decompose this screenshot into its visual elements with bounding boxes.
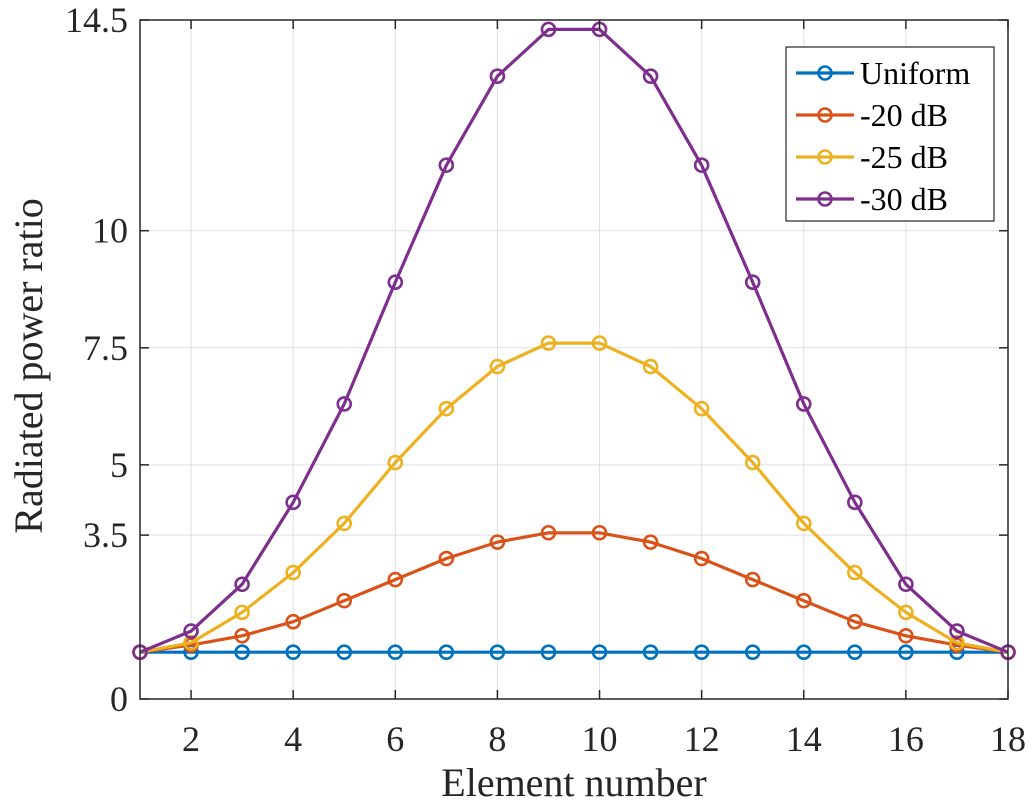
x-tick-label: 8 [488, 719, 506, 759]
data-point [693, 400, 710, 417]
series-line [139, 27, 1009, 654]
data-point [438, 157, 455, 173]
y-tick-label: 14.5 [65, 0, 128, 40]
data-point [489, 68, 506, 84]
data-point [795, 515, 812, 532]
data-point [183, 623, 199, 639]
data-point [642, 644, 659, 660]
legend-label: -30 dB [860, 181, 948, 217]
tick-marks [140, 19, 1009, 700]
x-tick-label: 14 [786, 719, 822, 759]
data-point [795, 644, 812, 660]
data-point [591, 335, 608, 351]
data-point [847, 564, 863, 581]
data-point [387, 274, 404, 291]
legend-marker [817, 191, 833, 207]
data-point [234, 604, 250, 621]
data-point [540, 335, 557, 351]
series-0 [132, 644, 1016, 660]
data-point [285, 564, 301, 581]
data-point [234, 576, 250, 593]
legend-label: -25 dB [860, 139, 948, 175]
x-tick-label: 18 [990, 719, 1026, 759]
data-point [795, 396, 812, 412]
data-point [489, 534, 506, 550]
data-point [438, 644, 455, 660]
data-point [898, 644, 914, 660]
data-point [336, 396, 353, 412]
data-point [540, 644, 557, 660]
y-tick-label: 5 [110, 445, 128, 485]
data-point [744, 644, 761, 660]
data-point [285, 613, 301, 630]
data-point [847, 613, 863, 630]
data-point [847, 494, 863, 511]
data-point [438, 400, 455, 417]
plot-frame [139, 19, 1009, 700]
data-point [336, 592, 353, 609]
x-tick-label: 6 [386, 719, 404, 759]
data-point [693, 157, 710, 173]
data-point [898, 604, 914, 621]
data-point [744, 274, 761, 291]
data-point [847, 644, 863, 660]
data-point [744, 454, 761, 471]
legend-marker [817, 107, 833, 123]
x-tick-label: 16 [888, 719, 924, 759]
x-tick-label: 2 [182, 719, 200, 759]
data-point [336, 515, 353, 532]
x-tick-label: 12 [684, 719, 720, 759]
y-axis-title: Radiated power ratio [6, 198, 51, 533]
data-point [234, 627, 250, 644]
legend-label: Uniform [860, 55, 970, 91]
x-tick-labels: 2 4 6 8 10 12 14 16 18 [182, 719, 1026, 759]
x-axis-title: Element number [441, 760, 706, 805]
x-tick-label: 4 [284, 719, 302, 759]
data-point [693, 550, 710, 567]
data-point [693, 644, 710, 660]
data-point [795, 592, 812, 609]
data-point [336, 644, 353, 660]
data-point [489, 644, 506, 660]
legend-marker [817, 149, 833, 165]
y-tick-labels: 0 3.5 5 7.5 10 14.5 [65, 0, 128, 719]
data-point [489, 358, 506, 375]
data-point [642, 358, 659, 375]
data-point [540, 524, 557, 541]
data-point [642, 68, 659, 84]
data-point [591, 524, 608, 541]
legend-marker [817, 65, 833, 81]
y-tick-label: 10 [92, 211, 128, 251]
data-point [387, 571, 404, 588]
series-layer [132, 21, 1016, 660]
data-point [898, 627, 914, 644]
y-tick-label: 0 [110, 679, 128, 719]
data-point [285, 494, 301, 511]
data-point [387, 644, 404, 660]
data-point [744, 571, 761, 588]
data-point [591, 644, 608, 660]
data-point [642, 534, 659, 550]
data-point [387, 454, 404, 471]
data-point [234, 644, 250, 660]
data-point [285, 644, 301, 660]
y-tick-label: 7.5 [83, 328, 128, 368]
series-line [139, 341, 1009, 654]
data-point [540, 21, 557, 38]
data-point [438, 550, 455, 567]
legend: Uniform -20 dB -25 dB -30 dB [785, 46, 995, 222]
y-tick-label: 3.5 [83, 515, 128, 555]
data-point [949, 623, 965, 639]
data-point [898, 576, 914, 593]
series-line [139, 531, 1009, 654]
legend-label: -20 dB [860, 97, 948, 133]
x-tick-label: 10 [582, 719, 618, 759]
